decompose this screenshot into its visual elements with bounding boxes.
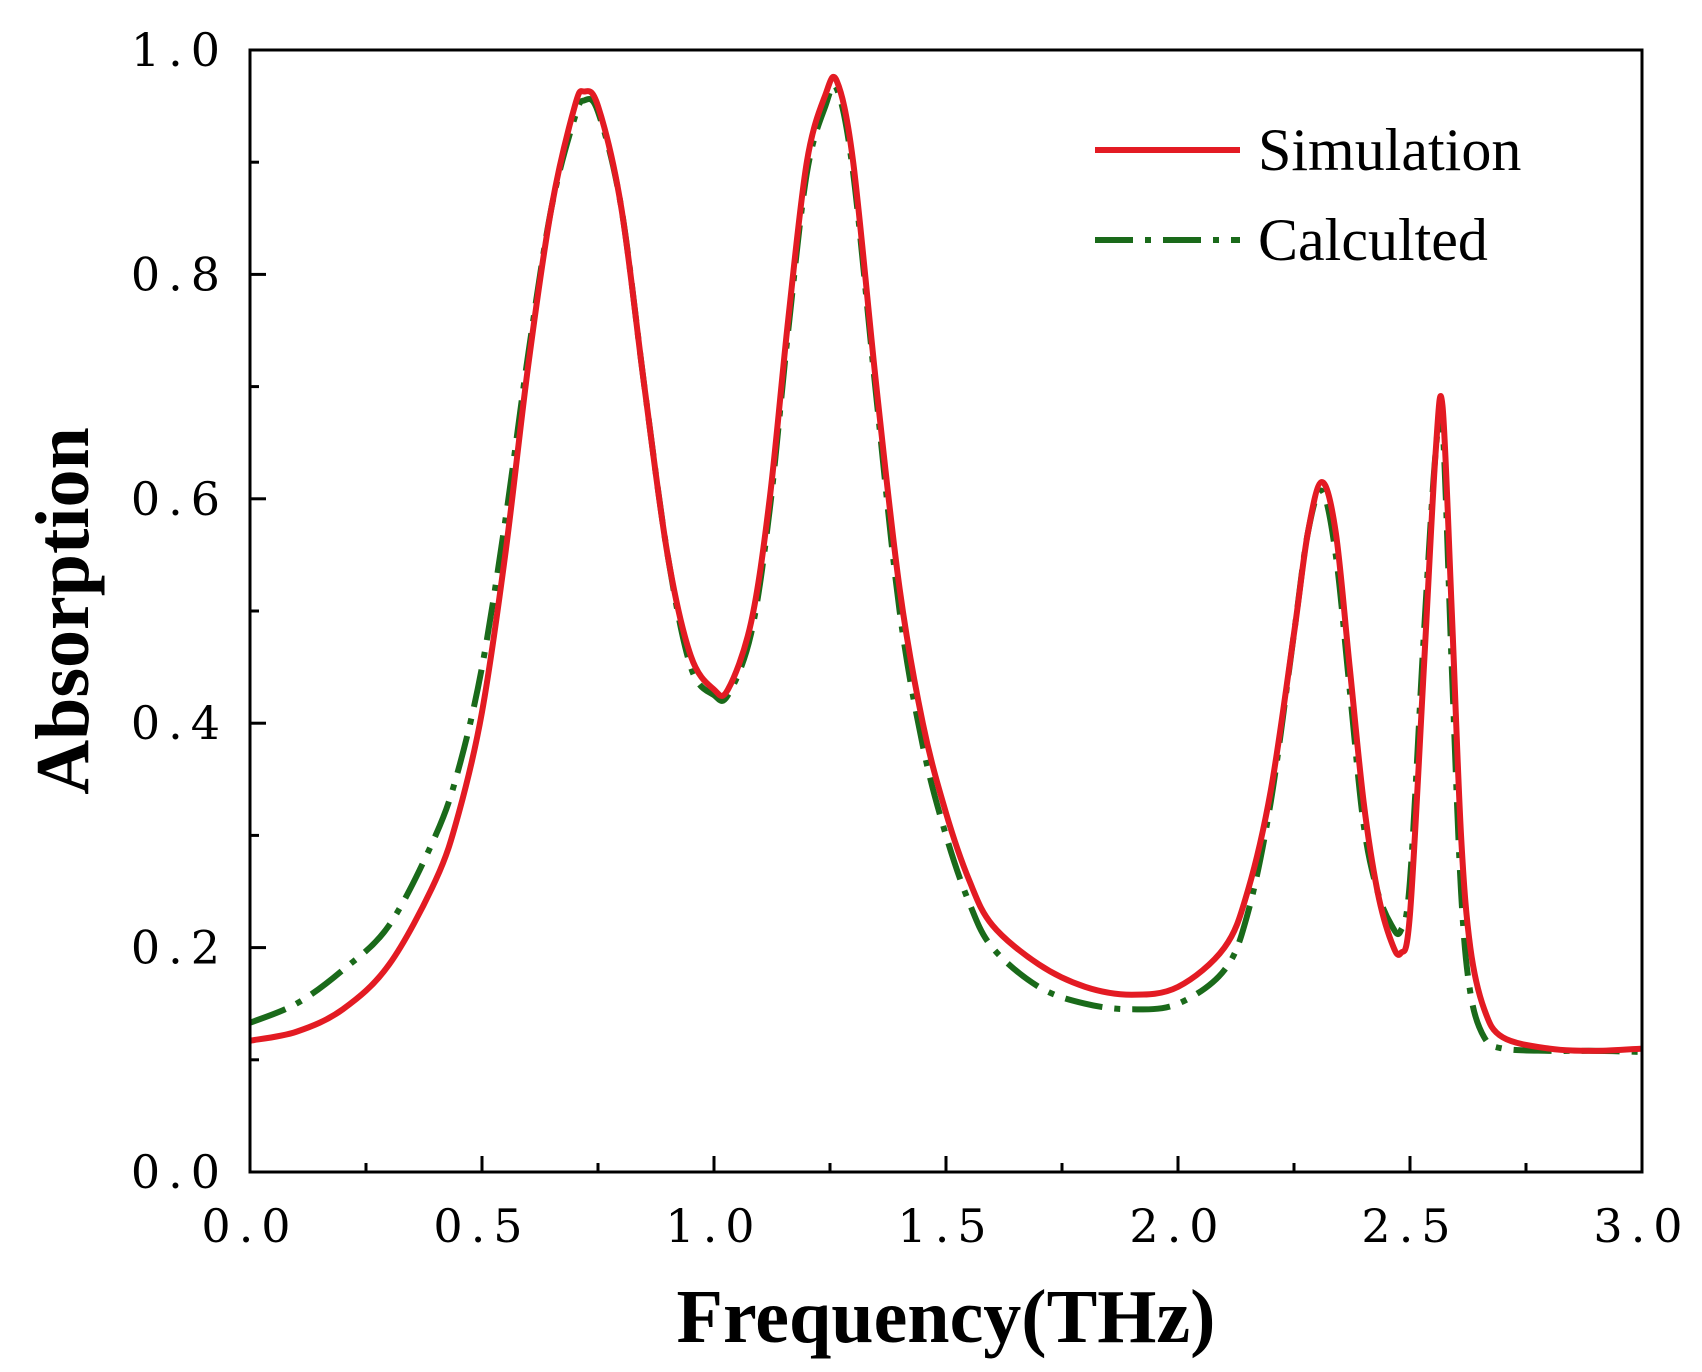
y-tick-label: 1.0 bbox=[131, 23, 228, 77]
x-tick-label: 2.0 bbox=[1129, 1199, 1226, 1253]
x-tick-label: 1.0 bbox=[665, 1199, 762, 1253]
plot-frame bbox=[248, 48, 1644, 1174]
x-tick-label: 0.5 bbox=[433, 1199, 530, 1253]
y-axis-title: Absorption bbox=[21, 427, 105, 794]
x-tick-label: 3.0 bbox=[1593, 1199, 1690, 1253]
y-tick-label: 0.2 bbox=[131, 921, 228, 975]
y-tick-label: 0.4 bbox=[131, 696, 228, 750]
legend: Simulation Calculted bbox=[1095, 117, 1521, 273]
y-tick-label: 0.6 bbox=[131, 472, 228, 526]
series-line-simulation bbox=[250, 73, 1642, 1054]
legend-label-simulation: Simulation bbox=[1258, 117, 1521, 183]
legend-label-calculted: Calculted bbox=[1258, 207, 1488, 273]
x-tick-label: 0.0 bbox=[201, 1199, 298, 1253]
x-axis-title: Frequency(THz) bbox=[677, 1275, 1216, 1359]
y-tick-label: 0.0 bbox=[131, 1145, 228, 1199]
x-tick-label: 1.5 bbox=[897, 1199, 994, 1253]
x-tick-label: 2.5 bbox=[1361, 1199, 1458, 1253]
series-lines bbox=[250, 73, 1642, 1055]
y-tick-label: 0.8 bbox=[131, 247, 228, 301]
tick-labels: 0.0 0.5 1.0 1.5 2.0 2.5 3.0 0.0 0.2 0.4 0.6 0.8 1.0 bbox=[131, 23, 1690, 1253]
